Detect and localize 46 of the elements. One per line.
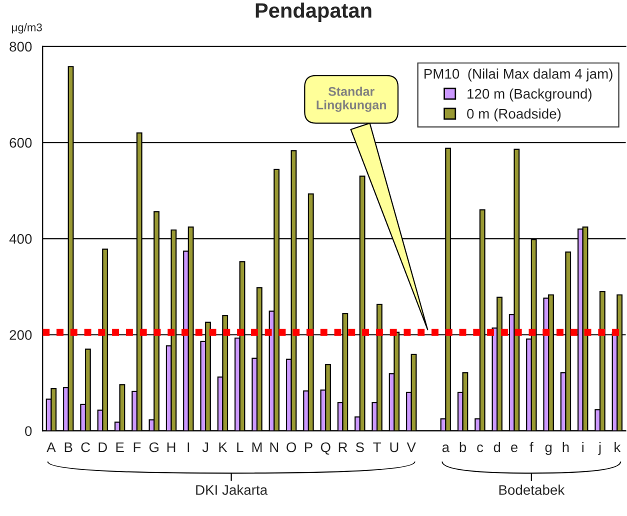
x-tick-label: U: [390, 442, 398, 452]
x-tick-label: L: [237, 442, 244, 452]
y-tick-label: 800: [10, 42, 32, 52]
x-tick-label: C: [81, 442, 90, 452]
x-tick-label: e: [511, 444, 518, 452]
x-tick-label: Q: [320, 442, 330, 455]
legend-label: 120 m (Background): [468, 88, 592, 102]
x-tick-label: J: [202, 442, 208, 452]
x-tick-label: R: [338, 442, 348, 452]
y-tick-label: 600: [10, 138, 32, 148]
x-tick-label: B: [64, 442, 72, 452]
x-tick-label: A: [46, 442, 56, 452]
y-tick-label: 200: [10, 330, 32, 340]
x-tick-label: h: [562, 442, 569, 452]
text: Bodetabek: [499, 484, 565, 495]
x-tick-label: I: [188, 442, 190, 452]
y-tick-label: 0: [25, 426, 32, 436]
text: DKI Jakarta: [196, 484, 268, 495]
legend-title: PM10 (Nilai Max dalam 4 jam): [424, 68, 612, 82]
x-tick-label: F: [134, 442, 141, 452]
x-tick-label: V: [406, 442, 416, 452]
y-axis-title: μg/m3: [12, 23, 42, 34]
x-tick-label: b: [460, 442, 466, 452]
x-tick-label: N: [270, 442, 278, 452]
chart-title: Pendapatan: [256, 2, 372, 22]
annotation: Standar Lingkungan: [316, 86, 386, 112]
x-tick-label: O: [286, 442, 296, 452]
x-tick-label: D: [98, 442, 108, 452]
y-tick-label: 400: [9, 234, 32, 244]
x-tick-label: M: [252, 442, 262, 452]
x-tick-label: P: [304, 442, 312, 452]
legend-label: 0 m (Roadside): [467, 108, 561, 122]
x-tick-label: T: [373, 442, 381, 452]
x-tick-label: j: [598, 442, 601, 455]
x-tick-label: g: [545, 444, 552, 455]
x-tick-label: S: [356, 442, 364, 452]
x-tick-label: f: [530, 442, 534, 452]
x-tick-label: a: [442, 444, 450, 452]
x-tick-label: K: [219, 442, 228, 452]
x-tick-label: c: [477, 444, 484, 452]
x-tick-label: E: [116, 442, 124, 452]
x-tick-label: k: [614, 442, 621, 452]
x-tick-label: H: [167, 442, 176, 452]
x-tick-label: d: [494, 442, 500, 452]
x-tick-label: i: [582, 442, 584, 452]
x-tick-label: G: [149, 442, 158, 452]
